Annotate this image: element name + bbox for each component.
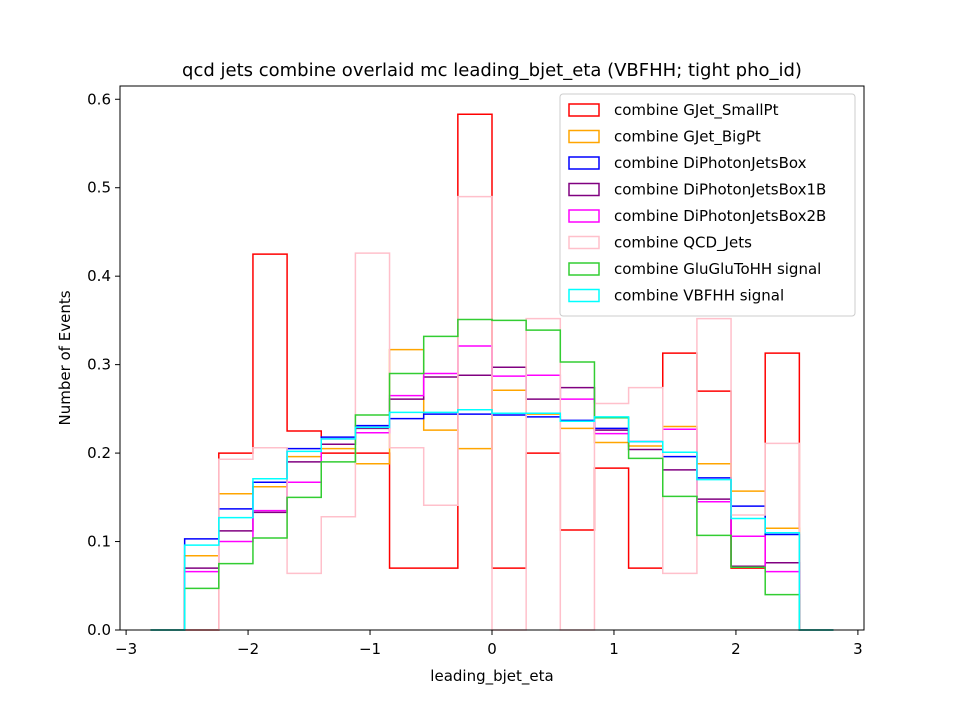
x-tick-label: −2 — [237, 640, 259, 658]
y-axis-title: Number of Events — [56, 290, 74, 425]
legend-swatch-3 — [568, 182, 600, 197]
y-tick-label: 0.2 — [87, 444, 111, 462]
series-line-6 — [150, 318, 834, 631]
legend-swatch-1 — [568, 129, 600, 144]
y-axis: 0.0 0.1 0.2 0.3 0.4 0.5 0.6 — [87, 90, 120, 639]
legend-label-3: combine DiPhotonJetsBox1B — [614, 181, 826, 199]
legend-label-4: combine DiPhotonJetsBox2B — [614, 207, 826, 225]
legend-swatch-2 — [568, 156, 600, 170]
legend-swatch-0 — [568, 103, 600, 117]
legend-swatch-7 — [568, 288, 600, 303]
y-tick-label: 0.4 — [87, 267, 111, 285]
chart-title: qcd jets combine overlaid mc leading_bje… — [182, 60, 802, 81]
legend-swatch-6 — [568, 262, 600, 276]
legend-label-5: combine QCD_Jets — [614, 234, 752, 253]
x-axis: −3 −2 −1 0 1 2 3 — [115, 630, 863, 658]
x-tick-label: 2 — [731, 640, 741, 658]
legend-label-7: combine VBFHH signal — [614, 287, 784, 305]
legend-swatch-4 — [568, 209, 600, 223]
legend-label-0: combine GJet_SmallPt — [614, 101, 779, 120]
y-tick-label: 0.1 — [87, 533, 111, 551]
x-tick-label: −3 — [115, 640, 137, 658]
y-tick-label: 0.6 — [87, 90, 111, 108]
x-tick-label: 3 — [853, 640, 863, 658]
x-tick-label: 0 — [487, 640, 497, 658]
legend-label-2: combine DiPhotonJetsBox — [614, 154, 807, 172]
x-tick-label: −1 — [359, 640, 381, 658]
y-tick-label: 0.0 — [87, 621, 111, 639]
series-line-7 — [150, 408, 834, 631]
legend-label-1: combine GJet_BigPt — [614, 128, 761, 147]
legend-label-6: combine GluGluToHH signal — [614, 260, 821, 278]
legend-box — [559, 93, 856, 317]
y-tick-label: 0.5 — [87, 179, 111, 197]
x-tick-label: 1 — [609, 640, 619, 658]
y-tick-label: 0.3 — [87, 356, 111, 374]
x-axis-title: leading_bjet_eta — [430, 667, 553, 686]
legend-swatch-5 — [568, 235, 600, 250]
